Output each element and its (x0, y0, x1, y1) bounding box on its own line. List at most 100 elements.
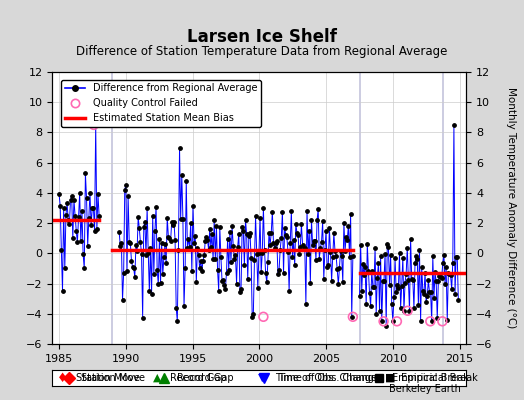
Point (93, 226, 101, 233)
Point (370, 284, 378, 290)
Point (230, 256, 238, 262)
Point (160, 254, 168, 261)
Text: Record Gap: Record Gap (177, 373, 233, 383)
Point (348, 314, 357, 320)
Point (199, 257, 207, 264)
Point (209, 256, 217, 262)
Point (179, 215, 187, 222)
Point (384, 244, 392, 250)
Point (375, 308, 384, 314)
Point (238, 224, 246, 230)
Point (171, 237, 179, 243)
Point (413, 256, 421, 262)
Point (420, 291, 428, 297)
Point (153, 267, 161, 273)
Text: ■: ■ (385, 373, 396, 383)
Point (117, 240, 126, 246)
Point (124, 193, 132, 199)
Point (294, 232, 302, 238)
Point (284, 249, 292, 255)
Point (443, 317, 452, 323)
Point (75, 190, 84, 196)
Point (417, 318, 425, 324)
Point (388, 301, 396, 307)
Point (419, 288, 427, 294)
Point (232, 280, 241, 287)
Point (198, 268, 206, 274)
Point (68, 193, 76, 200)
Point (134, 214, 143, 220)
Point (268, 208, 277, 215)
Point (136, 238, 145, 245)
Point (424, 277, 432, 284)
Point (346, 211, 355, 217)
Point (277, 234, 286, 241)
Point (259, 204, 268, 211)
Point (343, 236, 352, 243)
Point (200, 252, 209, 258)
Text: ▲: ▲ (153, 373, 161, 383)
Text: Berkeley Earth: Berkeley Earth (389, 384, 461, 394)
Point (173, 318, 181, 324)
Point (184, 236, 193, 242)
Point (344, 222, 353, 229)
Point (334, 281, 343, 288)
Point (447, 286, 456, 292)
Point (452, 254, 460, 260)
Point (213, 267, 222, 273)
Point (391, 255, 399, 262)
Text: Larsen Ice Shelf: Larsen Ice Shelf (187, 28, 337, 46)
Point (321, 247, 329, 253)
Point (390, 294, 398, 300)
Point (221, 286, 230, 292)
Point (279, 270, 288, 276)
Point (72, 228, 81, 234)
Text: Time of Obs. Change: Time of Obs. Change (275, 373, 377, 383)
Point (142, 252, 150, 259)
Point (347, 314, 356, 320)
Point (222, 270, 231, 276)
Point (140, 219, 149, 225)
Point (261, 270, 270, 276)
Point (322, 228, 330, 234)
Point (432, 278, 440, 284)
Point (434, 278, 443, 284)
Point (118, 297, 127, 303)
Point (428, 318, 436, 324)
Point (223, 235, 232, 242)
Point (187, 220, 195, 226)
Point (204, 246, 213, 253)
Point (205, 226, 214, 232)
Point (61, 265, 69, 272)
Point (83, 242, 92, 249)
Point (393, 282, 401, 289)
Point (63, 200, 71, 207)
Point (165, 234, 173, 241)
Point (426, 318, 434, 324)
Point (137, 251, 146, 257)
Point (115, 228, 123, 235)
Point (182, 178, 190, 184)
Point (332, 253, 340, 259)
Point (246, 230, 254, 236)
Point (266, 242, 274, 248)
Point (296, 244, 304, 250)
Point (235, 230, 243, 237)
Point (318, 238, 326, 245)
Point (435, 273, 444, 279)
Point (250, 257, 259, 264)
Point (56, 203, 64, 209)
Point (170, 218, 178, 225)
Point (315, 255, 323, 262)
Point (130, 274, 139, 280)
Point (340, 219, 348, 226)
Point (242, 216, 250, 223)
Point (271, 240, 280, 246)
Point (78, 208, 86, 214)
Point (133, 248, 141, 254)
Point (181, 265, 189, 272)
Point (329, 254, 337, 260)
Point (297, 221, 305, 228)
Point (161, 240, 169, 247)
Point (403, 308, 412, 314)
